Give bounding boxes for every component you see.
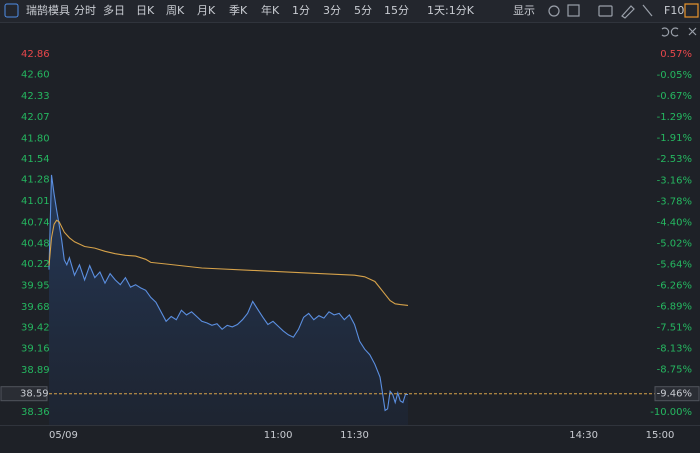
y2-tick-label: -4.40%	[657, 217, 692, 228]
undo-icon[interactable]	[661, 27, 670, 37]
y-tick-label: 39.42	[21, 323, 50, 334]
y-tick-label: 40.48	[21, 238, 50, 249]
y2-tick-label: -1.29%	[657, 112, 692, 123]
x-tick-label: 11:30	[340, 430, 369, 441]
y2-tick-label: -10.00%	[650, 407, 692, 418]
y-tick-label: 42.86	[21, 49, 50, 60]
tab[interactable]: 季K	[229, 4, 248, 17]
tab[interactable]: 3分	[323, 4, 341, 17]
toolbar	[0, 0, 700, 22]
y2-tick-label: -3.78%	[657, 196, 692, 207]
current-price-label: 38.59	[20, 389, 49, 400]
display-menu[interactable]: 显示	[513, 4, 535, 17]
y-tick-label: 41.01	[21, 196, 50, 207]
y-tick-label: 40.74	[21, 218, 50, 229]
y2-tick-label: -6.26%	[657, 280, 692, 291]
x-tick-label: 11:00	[264, 430, 293, 441]
redo-icon[interactable]	[670, 27, 679, 37]
y2-tick-label: -6.89%	[657, 302, 692, 313]
price-area	[49, 174, 408, 425]
tab[interactable]: 日K	[136, 4, 155, 17]
y2-tick-label: -3.16%	[657, 175, 692, 186]
tab[interactable]: 1分	[292, 4, 310, 17]
y-tick-label: 42.33	[21, 91, 50, 102]
y2-tick-label: -2.53%	[657, 154, 692, 165]
x-tick-label: 05/09	[49, 430, 78, 441]
tab[interactable]: 月K	[197, 4, 216, 17]
y-tick-label: 40.22	[21, 259, 50, 270]
y-tick-label: 42.07	[21, 112, 50, 123]
y-tick-label: 41.28	[21, 175, 50, 186]
pen-icon[interactable]	[621, 5, 635, 19]
tab[interactable]: 年K	[261, 3, 280, 17]
current-change-label: -9.46%	[657, 389, 692, 400]
y2-tick-label: -0.67%	[657, 91, 692, 102]
plot: 42.86 42.60 42.33 42.07 41.80 41.54 41.28 41.01…	[0, 49, 700, 441]
y2-tick-label: -5.02%	[657, 238, 692, 249]
y-tick-label: 42.60	[21, 70, 50, 81]
y2-tick-label: -0.05%	[657, 70, 692, 81]
camera-icon[interactable]	[598, 5, 613, 17]
x-tick-label: 14:30	[569, 430, 598, 441]
stock-icon[interactable]	[4, 3, 19, 18]
eraser-icon[interactable]	[642, 4, 653, 17]
y2-tick-label: -8.75%	[657, 365, 692, 376]
y-tick-label: 39.95	[21, 281, 50, 292]
settings-icon[interactable]	[548, 5, 560, 17]
stock-name[interactable]: 瑞鹄模具	[26, 3, 70, 17]
panel-icon[interactable]	[684, 3, 699, 18]
close-icon[interactable]	[688, 27, 697, 36]
y-tick-label: 39.68	[21, 302, 50, 313]
y2-tick-label: 0.57%	[660, 49, 692, 60]
y-tick-label: 41.80	[21, 133, 50, 144]
y2-tick-label: -1.91%	[657, 133, 692, 144]
tab[interactable]: 分时	[74, 4, 96, 17]
y-tick-label: 41.54	[21, 154, 50, 165]
f10-button[interactable]: F10	[664, 4, 684, 17]
price-line	[48, 174, 408, 412]
tab[interactable]: 周K	[166, 4, 185, 17]
toolbar-items: 瑞鹄模具 分时 多日 日K 周K 月K 季K 年K 1分 3分 5分 15分 1天:1分K 显示 F10	[4, 3, 684, 18]
average-line	[48, 219, 409, 306]
current-change-box	[654, 386, 700, 402]
y-tick-label: 39.16	[21, 343, 50, 354]
x-tick-label: 15:00	[646, 430, 675, 441]
tab[interactable]: 多日	[103, 3, 125, 17]
y2-tick-label: -8.13%	[657, 344, 692, 355]
checkbox-icon[interactable]	[567, 4, 580, 17]
y-tick-label: 38.36	[21, 407, 50, 418]
tab[interactable]: 15分	[384, 4, 409, 17]
tab[interactable]: 1天:1分K	[427, 4, 475, 17]
tab[interactable]: 5分	[354, 4, 372, 17]
current-price-box	[0, 386, 48, 402]
toolbar-icons	[548, 3, 699, 37]
y-tick-label: 38.89	[21, 365, 50, 376]
y2-tick-label: -5.64%	[657, 259, 692, 270]
y2-tick-label: -7.51%	[657, 323, 692, 334]
